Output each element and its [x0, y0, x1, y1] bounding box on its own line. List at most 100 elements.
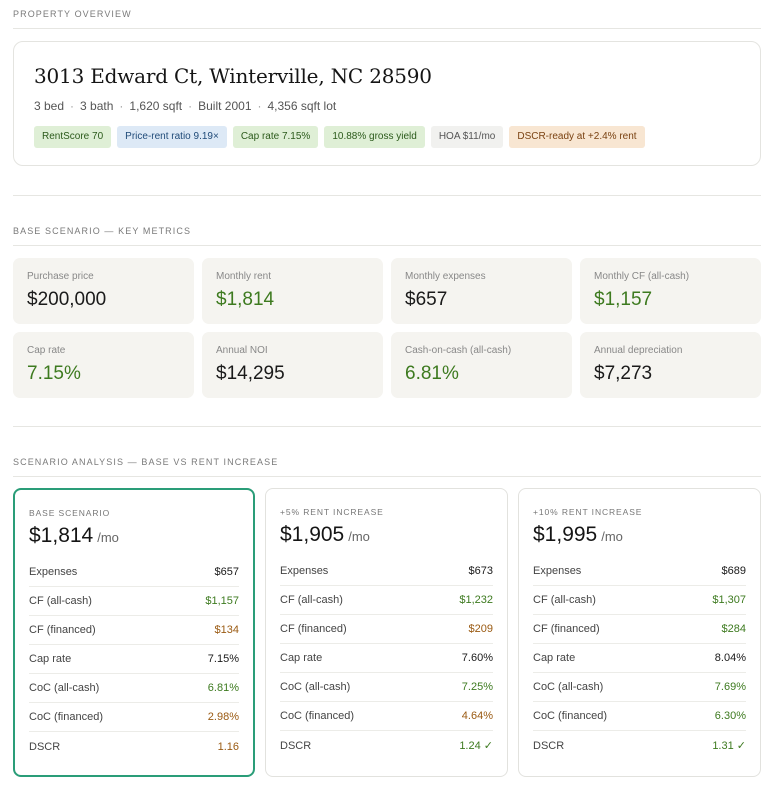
row-label: CF (financed): [533, 623, 600, 635]
row-value: $1,232: [459, 594, 493, 606]
scenario-row-cf-all-cash: CF (all-cash) $1,232: [280, 586, 493, 615]
row-value: 2.98%: [207, 711, 239, 723]
metric-annual-noi: Annual NOI $14,295: [202, 332, 383, 398]
scenario-rent-unit: /mo: [601, 529, 623, 544]
scenario-row-coc-financed: CoC (financed) 2.98%: [29, 703, 239, 732]
row-label: DSCR: [29, 740, 61, 753]
property-address: 3013 Edward Ct, Winterville, NC 28590: [34, 64, 432, 88]
metric-value: 7.15%: [27, 363, 81, 384]
badge-rentscore: RentScore 70: [34, 126, 112, 148]
metric-label: Annual depreciation: [594, 345, 683, 356]
row-label: CoC (all-cash): [533, 681, 604, 693]
metric-value: $657: [405, 289, 448, 310]
row-label: Cap rate: [29, 653, 72, 665]
scenario-row-expenses: Expenses $689: [533, 557, 746, 586]
row-value: $657: [214, 566, 239, 578]
scenario-rent-amount: $1,905: [280, 523, 345, 546]
spec-sqft: 1,620 sqft: [129, 99, 183, 113]
scenario-rent-unit: /mo: [348, 529, 370, 544]
metric-value: 6.81%: [405, 363, 459, 384]
scenario-label: BASE SCENARIO: [29, 508, 111, 518]
row-value: 7.69%: [714, 681, 746, 693]
scenario-card-base[interactable]: BASE SCENARIO $1,814 /mo Expenses $657 CF…: [13, 488, 255, 777]
row-value: 1.31 ✓: [712, 740, 746, 752]
spec-lot: 4,356 sqft lot: [267, 99, 337, 113]
row-value: $689: [721, 565, 746, 577]
separator: ·: [188, 99, 193, 113]
row-label: CF (all-cash): [29, 595, 92, 607]
row-label: CoC (financed): [29, 711, 103, 723]
badge-gross-yield: 10.88% gross yield: [324, 126, 425, 148]
section-label-overview: PROPERTY OVERVIEW: [13, 9, 132, 19]
divider: [13, 195, 761, 196]
divider: [13, 28, 761, 29]
scenario-rent-unit: /mo: [97, 530, 119, 545]
row-label: Expenses: [29, 566, 78, 578]
scenario-row-cf-financed: CF (financed) $209: [280, 615, 493, 644]
divider: [13, 245, 761, 246]
row-label: CoC (all-cash): [280, 681, 351, 693]
scenario-row-cf-financed: CF (financed) $134: [29, 616, 239, 645]
scenario-row-coc-financed: CoC (financed) 4.64%: [280, 702, 493, 731]
scenario-rent-amount: $1,814: [29, 524, 94, 547]
scenario-card-plus-10[interactable]: +10% RENT INCREASE $1,995 /mo Expenses $6…: [518, 488, 761, 777]
row-label: CoC (financed): [280, 710, 354, 722]
row-label: DSCR: [533, 739, 565, 752]
metric-label: Monthly rent: [216, 271, 272, 282]
row-value: 1.24 ✓: [459, 740, 493, 752]
separator: ·: [257, 99, 262, 113]
scenario-row-dscr: DSCR 1.16: [29, 732, 239, 761]
metric-label: Monthly CF (all-cash): [594, 271, 690, 282]
scenario-row-coc-all-cash: CoC (all-cash) 7.69%: [533, 673, 746, 702]
metric-value: $200,000: [27, 289, 107, 310]
spec-baths: 3 bath: [80, 99, 114, 113]
row-value: 7.25%: [461, 681, 493, 693]
scenario-row-cap-rate: Cap rate 7.60%: [280, 644, 493, 673]
row-label: CoC (all-cash): [29, 682, 100, 694]
scenario-card-plus-5[interactable]: +5% RENT INCREASE $1,905 /mo Expenses $67…: [265, 488, 508, 777]
scenario-row-coc-all-cash: CoC (all-cash) 7.25%: [280, 673, 493, 702]
scenario-rent-amount: $1,995: [533, 523, 598, 546]
row-value: 7.15%: [207, 653, 239, 665]
scenario-row-expenses: Expenses $657: [29, 558, 239, 587]
metric-label: Cap rate: [27, 345, 66, 356]
scenario-row-dscr: DSCR 1.24 ✓: [280, 731, 493, 760]
metric-value: $1,814: [216, 289, 275, 310]
scenario-rows: Expenses $673 CF (all-cash) $1,232 CF (fin…: [280, 557, 493, 760]
scenario-row-expenses: Expenses $673: [280, 557, 493, 586]
metric-monthly-expenses: Monthly expenses $657: [391, 258, 572, 324]
metric-cap-rate: Cap rate 7.15%: [13, 332, 194, 398]
divider: [13, 476, 761, 477]
badge-row: RentScore 70 Price-rent ratio 9.19× Cap …: [34, 126, 645, 148]
row-value: $134: [214, 624, 239, 636]
row-value: $284: [721, 623, 746, 635]
scenario-label: +10% RENT INCREASE: [533, 507, 643, 517]
row-label: CoC (financed): [533, 710, 607, 722]
divider: [13, 426, 761, 427]
row-value: $1,307: [712, 594, 746, 606]
metric-label: Cash-on-cash (all-cash): [405, 345, 512, 356]
scenario-rent: $1,905 /mo: [280, 523, 370, 547]
scenario-rows: Expenses $657 CF (all-cash) $1,157 CF (fin…: [29, 558, 239, 761]
metric-purchase-price: Purchase price $200,000: [13, 258, 194, 324]
scenario-rent: $1,995 /mo: [533, 523, 623, 547]
row-label: CF (financed): [29, 624, 96, 636]
badge-price-rent-ratio: Price-rent ratio 9.19×: [117, 126, 227, 148]
scenario-row-dscr: DSCR 1.31 ✓: [533, 731, 746, 760]
row-value: 7.60%: [461, 652, 493, 664]
row-value: 8.04%: [714, 652, 746, 664]
separator: ·: [119, 99, 124, 113]
row-label: CF (all-cash): [533, 594, 596, 606]
row-label: Expenses: [280, 565, 329, 577]
row-label: Expenses: [533, 565, 582, 577]
metric-label: Monthly expenses: [405, 271, 486, 282]
property-card: 3013 Edward Ct, Winterville, NC 28590 3 …: [13, 41, 761, 166]
metric-label: Purchase price: [27, 271, 94, 282]
scenario-row-cf-financed: CF (financed) $284: [533, 615, 746, 644]
row-value: 1.16: [217, 740, 239, 753]
row-label: Cap rate: [280, 652, 323, 664]
row-label: Cap rate: [533, 652, 576, 664]
badge-cap-rate: Cap rate 7.15%: [232, 126, 319, 148]
metric-cash-on-cash: Cash-on-cash (all-cash) 6.81%: [391, 332, 572, 398]
row-value: 6.30%: [714, 710, 746, 722]
